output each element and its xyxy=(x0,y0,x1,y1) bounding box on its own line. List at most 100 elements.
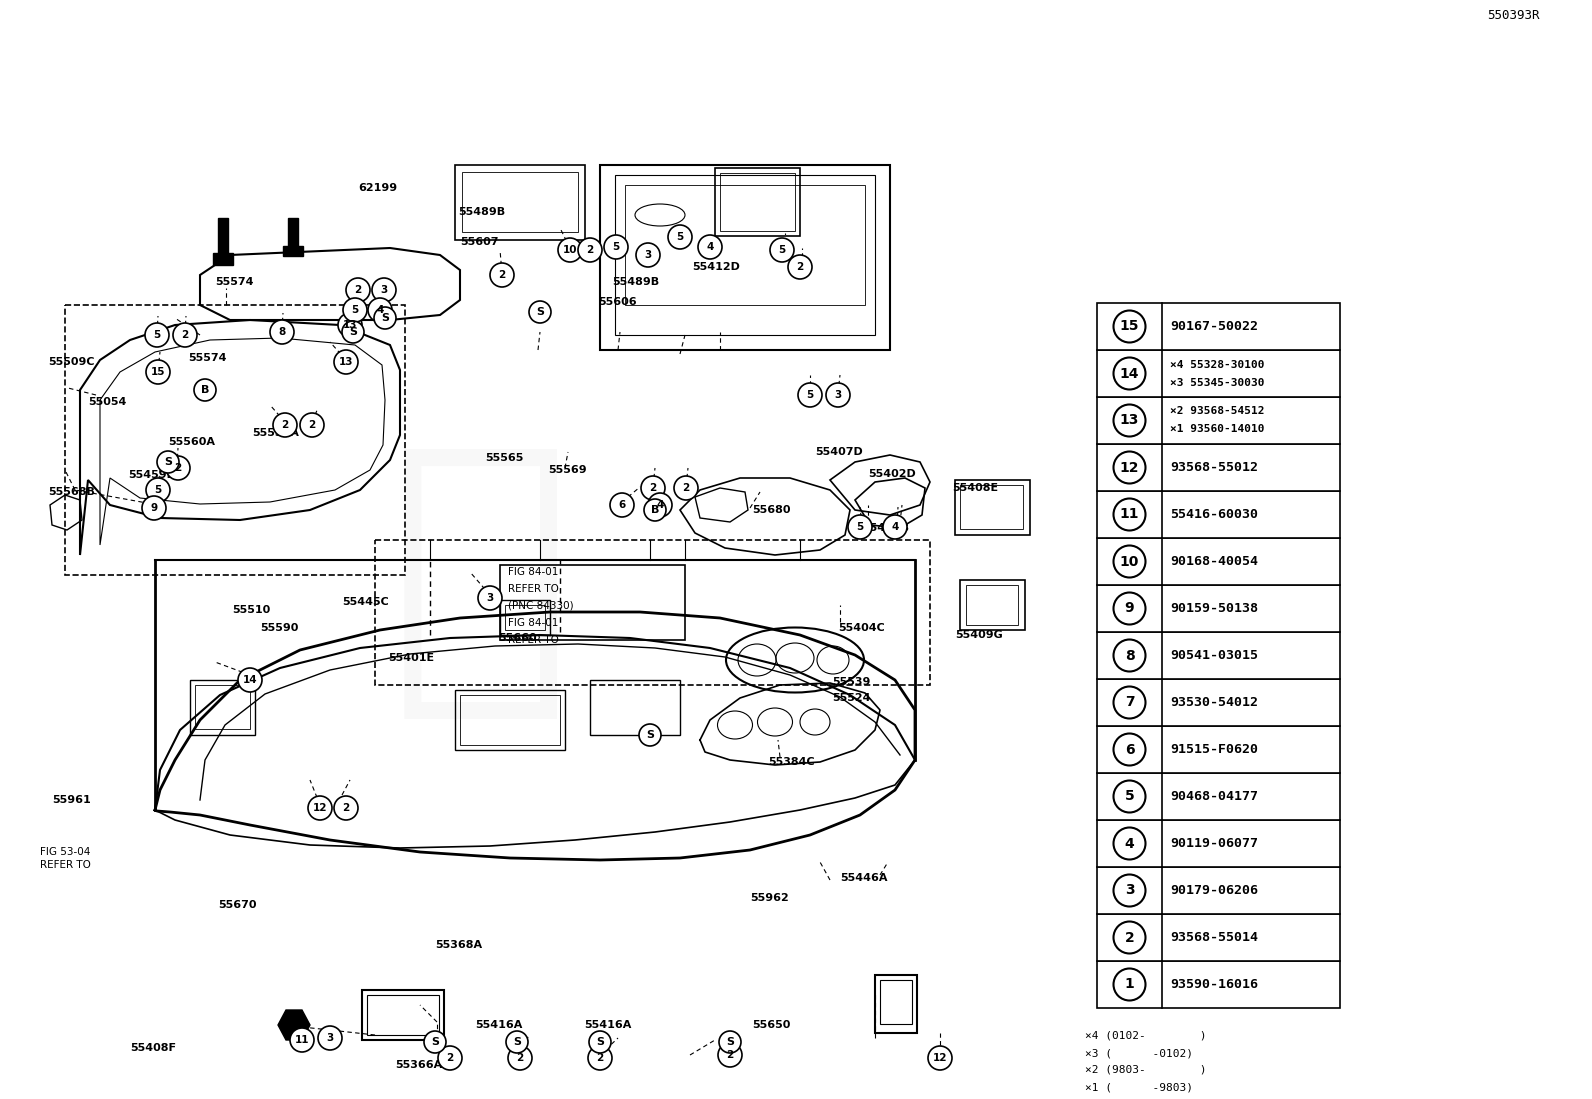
Circle shape xyxy=(1113,404,1146,436)
Bar xyxy=(213,253,232,265)
Bar xyxy=(1097,726,1340,773)
Text: 豊: 豊 xyxy=(388,432,572,729)
Text: S: S xyxy=(431,1037,439,1047)
Circle shape xyxy=(1113,311,1146,343)
Text: 55590: 55590 xyxy=(259,623,298,633)
Text: 55416A: 55416A xyxy=(474,1020,522,1030)
Bar xyxy=(960,485,1024,529)
Bar xyxy=(283,246,302,256)
Circle shape xyxy=(506,1031,529,1053)
Text: FIG 84-01: FIG 84-01 xyxy=(508,567,559,577)
Text: 90167-50022: 90167-50022 xyxy=(1170,320,1258,333)
Polygon shape xyxy=(279,1010,310,1040)
Bar xyxy=(1097,303,1340,349)
Text: S: S xyxy=(380,313,388,323)
Text: 2: 2 xyxy=(597,1053,603,1063)
Text: 55962: 55962 xyxy=(750,893,788,903)
Bar xyxy=(1097,397,1340,444)
Bar xyxy=(1097,679,1340,726)
Text: 55416A: 55416A xyxy=(584,1020,632,1030)
Circle shape xyxy=(638,724,661,746)
Bar xyxy=(615,175,876,335)
Circle shape xyxy=(697,235,723,259)
Circle shape xyxy=(928,1046,952,1070)
Text: 1: 1 xyxy=(1124,977,1135,991)
Bar xyxy=(460,695,560,745)
Circle shape xyxy=(318,1026,342,1050)
Circle shape xyxy=(798,382,821,407)
Text: 55445C: 55445C xyxy=(342,597,388,607)
Circle shape xyxy=(1113,968,1146,1000)
Text: 55650: 55650 xyxy=(751,1020,790,1030)
Text: 3: 3 xyxy=(834,390,842,400)
Circle shape xyxy=(1113,780,1146,812)
Text: 550393R: 550393R xyxy=(1487,9,1539,22)
Text: S: S xyxy=(537,307,544,317)
Text: B: B xyxy=(201,385,209,395)
Text: 7: 7 xyxy=(1124,696,1135,710)
Text: 4: 4 xyxy=(1124,836,1135,851)
Circle shape xyxy=(1113,592,1146,624)
Text: 9: 9 xyxy=(150,503,158,513)
Text: 12: 12 xyxy=(933,1053,947,1063)
Text: 5: 5 xyxy=(856,522,863,532)
Circle shape xyxy=(587,1046,611,1070)
Text: 10: 10 xyxy=(562,245,578,255)
Text: 5: 5 xyxy=(778,245,785,255)
Circle shape xyxy=(490,263,514,287)
Text: ×1 93560-14010: ×1 93560-14010 xyxy=(1170,424,1264,434)
Circle shape xyxy=(669,225,693,249)
Text: 55560A: 55560A xyxy=(169,437,215,447)
Text: 90159-50138: 90159-50138 xyxy=(1170,602,1258,615)
Bar xyxy=(462,173,578,232)
Circle shape xyxy=(788,255,812,279)
Text: 55660: 55660 xyxy=(498,633,537,643)
Text: 11: 11 xyxy=(295,1035,309,1045)
Text: 2: 2 xyxy=(309,420,315,430)
Circle shape xyxy=(237,668,263,692)
Text: 55402D: 55402D xyxy=(868,469,915,479)
Circle shape xyxy=(334,796,358,820)
Text: 2: 2 xyxy=(181,330,188,340)
Text: 2: 2 xyxy=(586,245,594,255)
Circle shape xyxy=(423,1031,446,1053)
Circle shape xyxy=(508,1046,532,1070)
Text: 3: 3 xyxy=(487,593,494,603)
Text: 55409G: 55409G xyxy=(955,630,1003,640)
Text: 3: 3 xyxy=(645,249,651,260)
Text: 4: 4 xyxy=(892,522,899,532)
Bar xyxy=(1097,491,1340,539)
Text: 55412D: 55412D xyxy=(693,262,740,271)
Bar xyxy=(1097,820,1340,867)
Circle shape xyxy=(373,278,396,302)
Text: 55384C: 55384C xyxy=(767,757,815,767)
Circle shape xyxy=(1113,545,1146,577)
Text: REFER TO: REFER TO xyxy=(40,861,91,870)
Text: B: B xyxy=(651,506,659,515)
Text: 5: 5 xyxy=(154,485,162,495)
Text: 55446A: 55446A xyxy=(841,873,887,882)
Text: 2: 2 xyxy=(446,1053,454,1063)
Bar xyxy=(626,185,864,306)
Bar xyxy=(65,306,404,575)
Circle shape xyxy=(849,515,872,539)
Circle shape xyxy=(166,456,189,480)
Circle shape xyxy=(635,243,661,267)
Text: 12: 12 xyxy=(1119,460,1140,475)
Text: S: S xyxy=(595,1037,603,1047)
Text: 93568-55014: 93568-55014 xyxy=(1170,931,1258,944)
Text: 8: 8 xyxy=(1124,648,1135,663)
Text: S: S xyxy=(726,1037,734,1047)
Circle shape xyxy=(146,360,170,384)
Bar xyxy=(600,165,890,349)
Circle shape xyxy=(771,238,794,262)
Text: 55539: 55539 xyxy=(833,677,871,687)
Text: 55401E: 55401E xyxy=(388,653,435,663)
Circle shape xyxy=(334,349,358,374)
Text: 55445B: 55445B xyxy=(861,523,909,533)
Circle shape xyxy=(342,298,368,322)
Text: 2: 2 xyxy=(650,482,656,493)
Bar xyxy=(505,606,544,630)
Text: 55054: 55054 xyxy=(88,397,126,407)
Bar xyxy=(1097,585,1340,632)
